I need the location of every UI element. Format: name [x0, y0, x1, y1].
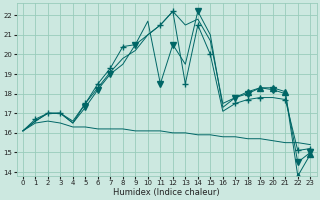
X-axis label: Humidex (Indice chaleur): Humidex (Indice chaleur): [113, 188, 220, 197]
